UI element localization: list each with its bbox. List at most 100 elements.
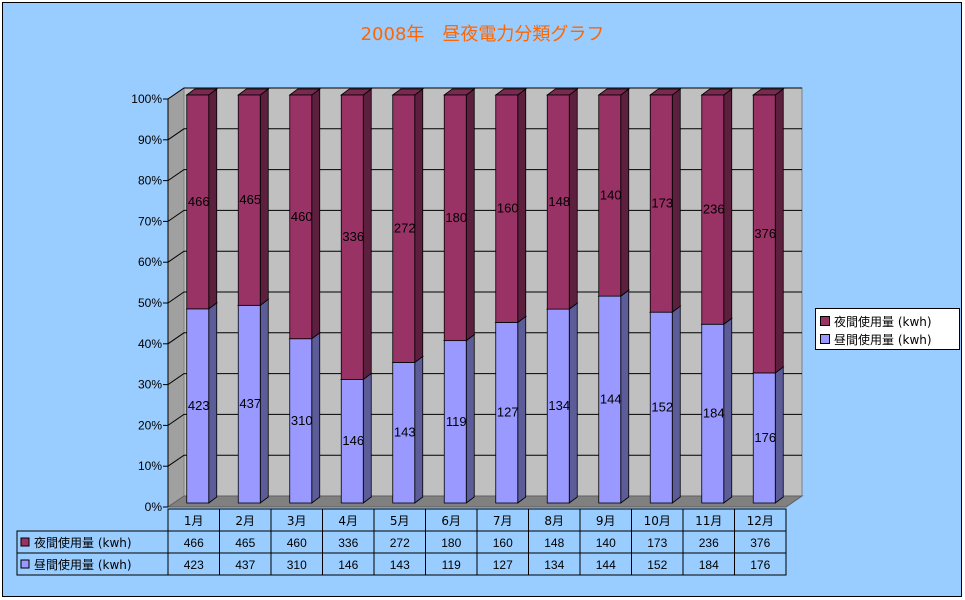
bar-night-3-front [289, 94, 313, 340]
bar-night-12-side [774, 88, 784, 374]
data-label-day-7: 127 [497, 405, 519, 420]
bar-day-12-side [774, 366, 784, 504]
data-label-night-12: 376 [754, 226, 776, 241]
bar-night-1-front [186, 94, 210, 310]
data-label-day-2: 437 [239, 396, 261, 411]
bar-day-5-side [414, 355, 424, 504]
data-table-swatch [20, 537, 30, 547]
bar-night-4-side [362, 88, 372, 381]
chart-legend: 夜間使用量 (kwh) 昼間使用量 (kwh) [815, 308, 960, 350]
chart-title: 2008年 昼夜電力分類グラフ [360, 24, 605, 45]
y-tick-label: 10% [138, 459, 162, 473]
bar-night-12 [752, 88, 785, 374]
y-tick-label: 90% [138, 133, 162, 147]
bar-night-2 [237, 88, 270, 307]
data-table-cell: 160 [493, 536, 513, 550]
data-table-cell: 423 [184, 558, 204, 572]
data-label-night-4: 336 [342, 229, 364, 244]
x-tick-label: 9月 [596, 514, 616, 528]
x-tick-label: 3月 [287, 514, 307, 528]
data-label-day-1: 423 [188, 398, 210, 413]
bar-night-5-front [392, 94, 416, 363]
x-tick-label: 10月 [644, 514, 671, 528]
data-table-cell: 437 [235, 558, 255, 572]
x-tick-label: 11月 [695, 514, 722, 528]
x-tick-label: 8月 [544, 514, 564, 528]
bar-night-10-side [671, 88, 681, 313]
data-table-cell: 310 [287, 558, 307, 572]
bar-day-8-side [568, 302, 578, 504]
data-table-cell: 176 [750, 558, 770, 572]
bar-day-4-side [362, 372, 372, 504]
data-table-swatch [20, 559, 30, 569]
bar-night-8-front [546, 94, 570, 310]
y-tick-label: 60% [138, 255, 162, 269]
data-table-cell: 173 [647, 536, 667, 550]
data-table-cell: 119 [442, 558, 461, 572]
plot-floor [166, 495, 804, 508]
bar-day-2-side [259, 298, 269, 504]
data-label-day-3: 310 [291, 413, 313, 428]
legend-item-night: 夜間使用量 (kwh) [820, 312, 955, 330]
bar-night-10 [649, 88, 682, 313]
data-table-cell: 460 [287, 536, 307, 550]
x-tick-label: 1月 [184, 514, 204, 528]
bar-night-11-side [723, 88, 733, 326]
bar-day-2 [237, 298, 270, 504]
bar-night-1-side [208, 88, 218, 310]
gridline [167, 454, 802, 467]
x-tick-label: 7月 [493, 514, 513, 528]
bar-day-9-side [620, 289, 630, 504]
bar-night-6-front [443, 94, 467, 342]
bar-night-7-side [517, 88, 527, 324]
gridline [167, 128, 802, 141]
bar-night-5-side [414, 88, 424, 364]
y-tick-label: 20% [138, 418, 162, 432]
gridline [167, 413, 802, 426]
x-tick-label: 6月 [441, 514, 461, 528]
data-label-night-5: 272 [394, 221, 416, 236]
bar-day-11-side [723, 317, 733, 504]
bar-night-9-front [598, 94, 622, 297]
data-label-day-5: 143 [394, 425, 416, 440]
data-table-cell: 376 [750, 536, 770, 550]
data-label-night-8: 148 [548, 194, 570, 209]
bar-day-8 [546, 302, 579, 504]
legend-swatch-night [820, 316, 830, 326]
bar-night-3 [288, 88, 321, 340]
x-tick-label: 4月 [338, 514, 358, 528]
data-table-cell: 127 [493, 558, 513, 572]
bar-night-12-front [752, 94, 776, 374]
bar-night-11-front [701, 94, 725, 325]
data-label-day-8: 134 [548, 398, 570, 413]
y-tick-label: 30% [138, 378, 162, 392]
y-tick-label: 70% [138, 214, 162, 228]
bar-day-7-side [517, 315, 527, 504]
bar-night-10-front [649, 94, 673, 313]
data-table-series-label: 昼間使用量 (kwh) [34, 557, 132, 572]
legend-label-night: 夜間使用量 (kwh) [834, 314, 932, 329]
gridline [167, 332, 802, 345]
y-tick-label: 40% [138, 337, 162, 351]
x-tick-label: 12月 [747, 514, 774, 528]
bar-night-4-front [340, 94, 364, 380]
bar-night-8 [546, 88, 579, 310]
legend-label-day: 昼間使用量 (kwh) [834, 332, 932, 347]
data-label-day-4: 146 [342, 433, 364, 448]
data-table-cell: 466 [184, 536, 204, 550]
legend-item-day: 昼間使用量 (kwh) [820, 330, 955, 348]
data-label-day-12: 176 [754, 430, 776, 445]
gridline [167, 250, 802, 263]
data-table-cell: 465 [235, 536, 255, 550]
data-label-night-1: 466 [188, 194, 210, 209]
bar-night-6-side [465, 88, 475, 342]
gridline [167, 87, 802, 100]
data-table-cell: 184 [699, 558, 719, 572]
data-table-cell: 143 [390, 558, 410, 572]
data-label-day-9: 144 [600, 392, 622, 407]
data-label-day-10: 152 [651, 400, 673, 415]
data-label-night-10: 173 [651, 196, 673, 211]
bar-night-9 [597, 88, 630, 297]
data-table-cell: 140 [596, 536, 616, 550]
